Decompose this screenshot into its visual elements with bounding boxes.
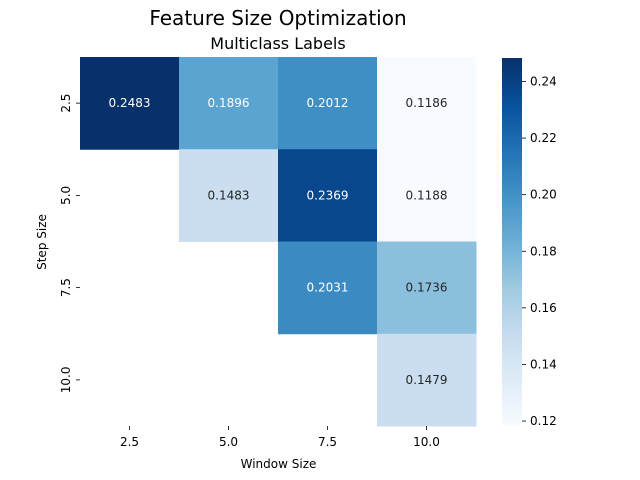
- cell-value-label: 0.1479: [406, 373, 448, 387]
- x-tick-label: 5.0: [219, 435, 238, 449]
- y-tick-label: 5.0: [59, 186, 73, 205]
- heatmap-cell: [377, 333, 477, 427]
- cell-value-label: 0.2483: [109, 96, 151, 110]
- cell-value-label: 0.1186: [406, 96, 448, 110]
- heatmap-cell: [278, 57, 378, 150]
- heatmap-cell: [377, 57, 477, 150]
- x-tick-label: 7.5: [318, 435, 337, 449]
- heatmap-cell: [377, 149, 477, 242]
- heatmap-cell: [179, 57, 279, 150]
- heatmap-cell: [377, 241, 477, 335]
- y-tick-label: 2.5: [59, 94, 73, 113]
- x-tick-label: 10.0: [413, 435, 440, 449]
- colorbar-tick-label: 0.20: [530, 188, 557, 202]
- x-tick-label: 2.5: [120, 435, 139, 449]
- colorbar: [502, 58, 522, 425]
- y-tick-label: 10.0: [59, 367, 73, 394]
- cell-value-label: 0.2012: [307, 96, 349, 110]
- colorbar-tick-label: 0.18: [530, 244, 557, 258]
- cell-value-label: 0.2369: [307, 188, 349, 202]
- chart-subtitle: Multiclass Labels: [210, 34, 346, 53]
- x-axis-label: Window Size: [241, 457, 317, 471]
- heatmap-cell: [179, 149, 279, 242]
- cell-value-label: 0.1188: [406, 188, 448, 202]
- y-tick-label: 7.5: [59, 278, 73, 297]
- heatmap-cell: [278, 149, 378, 242]
- chart-title: Feature Size Optimization: [149, 6, 407, 30]
- cell-value-label: 0.2031: [307, 281, 349, 295]
- colorbar-tick-label: 0.12: [530, 414, 557, 428]
- cell-value-label: 0.1483: [208, 188, 250, 202]
- colorbar-tick-label: 0.16: [530, 301, 557, 315]
- cell-value-label: 0.1896: [208, 96, 250, 110]
- cell-value-label: 0.1736: [406, 281, 448, 295]
- heatmap-cell: [80, 57, 180, 150]
- colorbar-tick-label: 0.14: [530, 357, 557, 371]
- colorbar-tick-label: 0.22: [530, 131, 557, 145]
- colorbar-tick-label: 0.24: [530, 74, 557, 88]
- heatmap-cell: [278, 241, 378, 335]
- y-axis-label: Step Size: [35, 214, 49, 270]
